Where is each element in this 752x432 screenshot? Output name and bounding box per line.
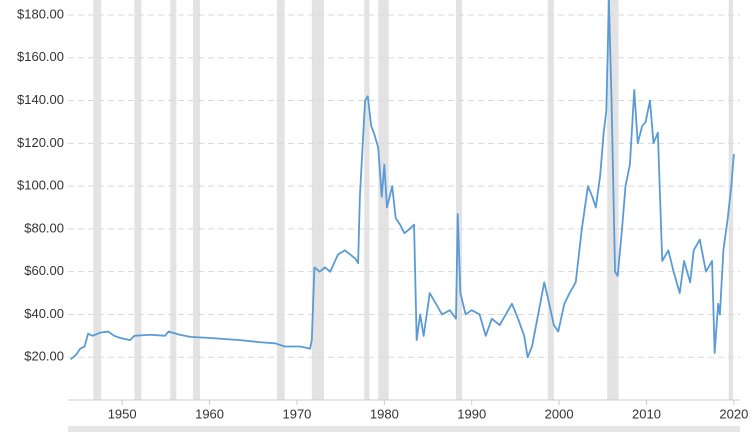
y-tick-label: $100.00 <box>17 178 64 193</box>
x-tick-label: 1980 <box>370 406 399 421</box>
y-tick-label: $120.00 <box>17 135 64 150</box>
recession-band <box>192 0 200 400</box>
recession-band <box>364 0 370 400</box>
price-line <box>70 0 735 361</box>
y-tick-label: $80.00 <box>24 220 64 235</box>
x-tick-label: 2010 <box>632 406 661 421</box>
x-tick-label: 1990 <box>457 406 486 421</box>
recession-band <box>170 0 177 400</box>
recession-band <box>728 0 734 400</box>
x-tick-label: 1970 <box>282 406 311 421</box>
recession-band <box>455 0 463 400</box>
recession-band <box>134 0 142 400</box>
y-tick-label: $60.00 <box>24 263 64 278</box>
x-tick-label: 2000 <box>545 406 574 421</box>
y-tick-label: $140.00 <box>17 92 64 107</box>
recession-band <box>378 0 389 400</box>
y-tick-label: $160.00 <box>17 49 64 64</box>
x-tick-label: 1960 <box>195 406 224 421</box>
x-tick-label: 2020 <box>719 406 748 421</box>
x-tick-label: 1950 <box>108 406 137 421</box>
y-tick-label: $20.00 <box>24 349 64 364</box>
y-tick-label: $180.00 <box>17 6 64 21</box>
recession-band <box>93 0 102 400</box>
recession-band <box>276 0 285 400</box>
navigator-strip <box>68 426 740 432</box>
recession-band <box>311 0 325 400</box>
y-tick-label: $40.00 <box>24 306 64 321</box>
recession-band <box>547 0 554 400</box>
